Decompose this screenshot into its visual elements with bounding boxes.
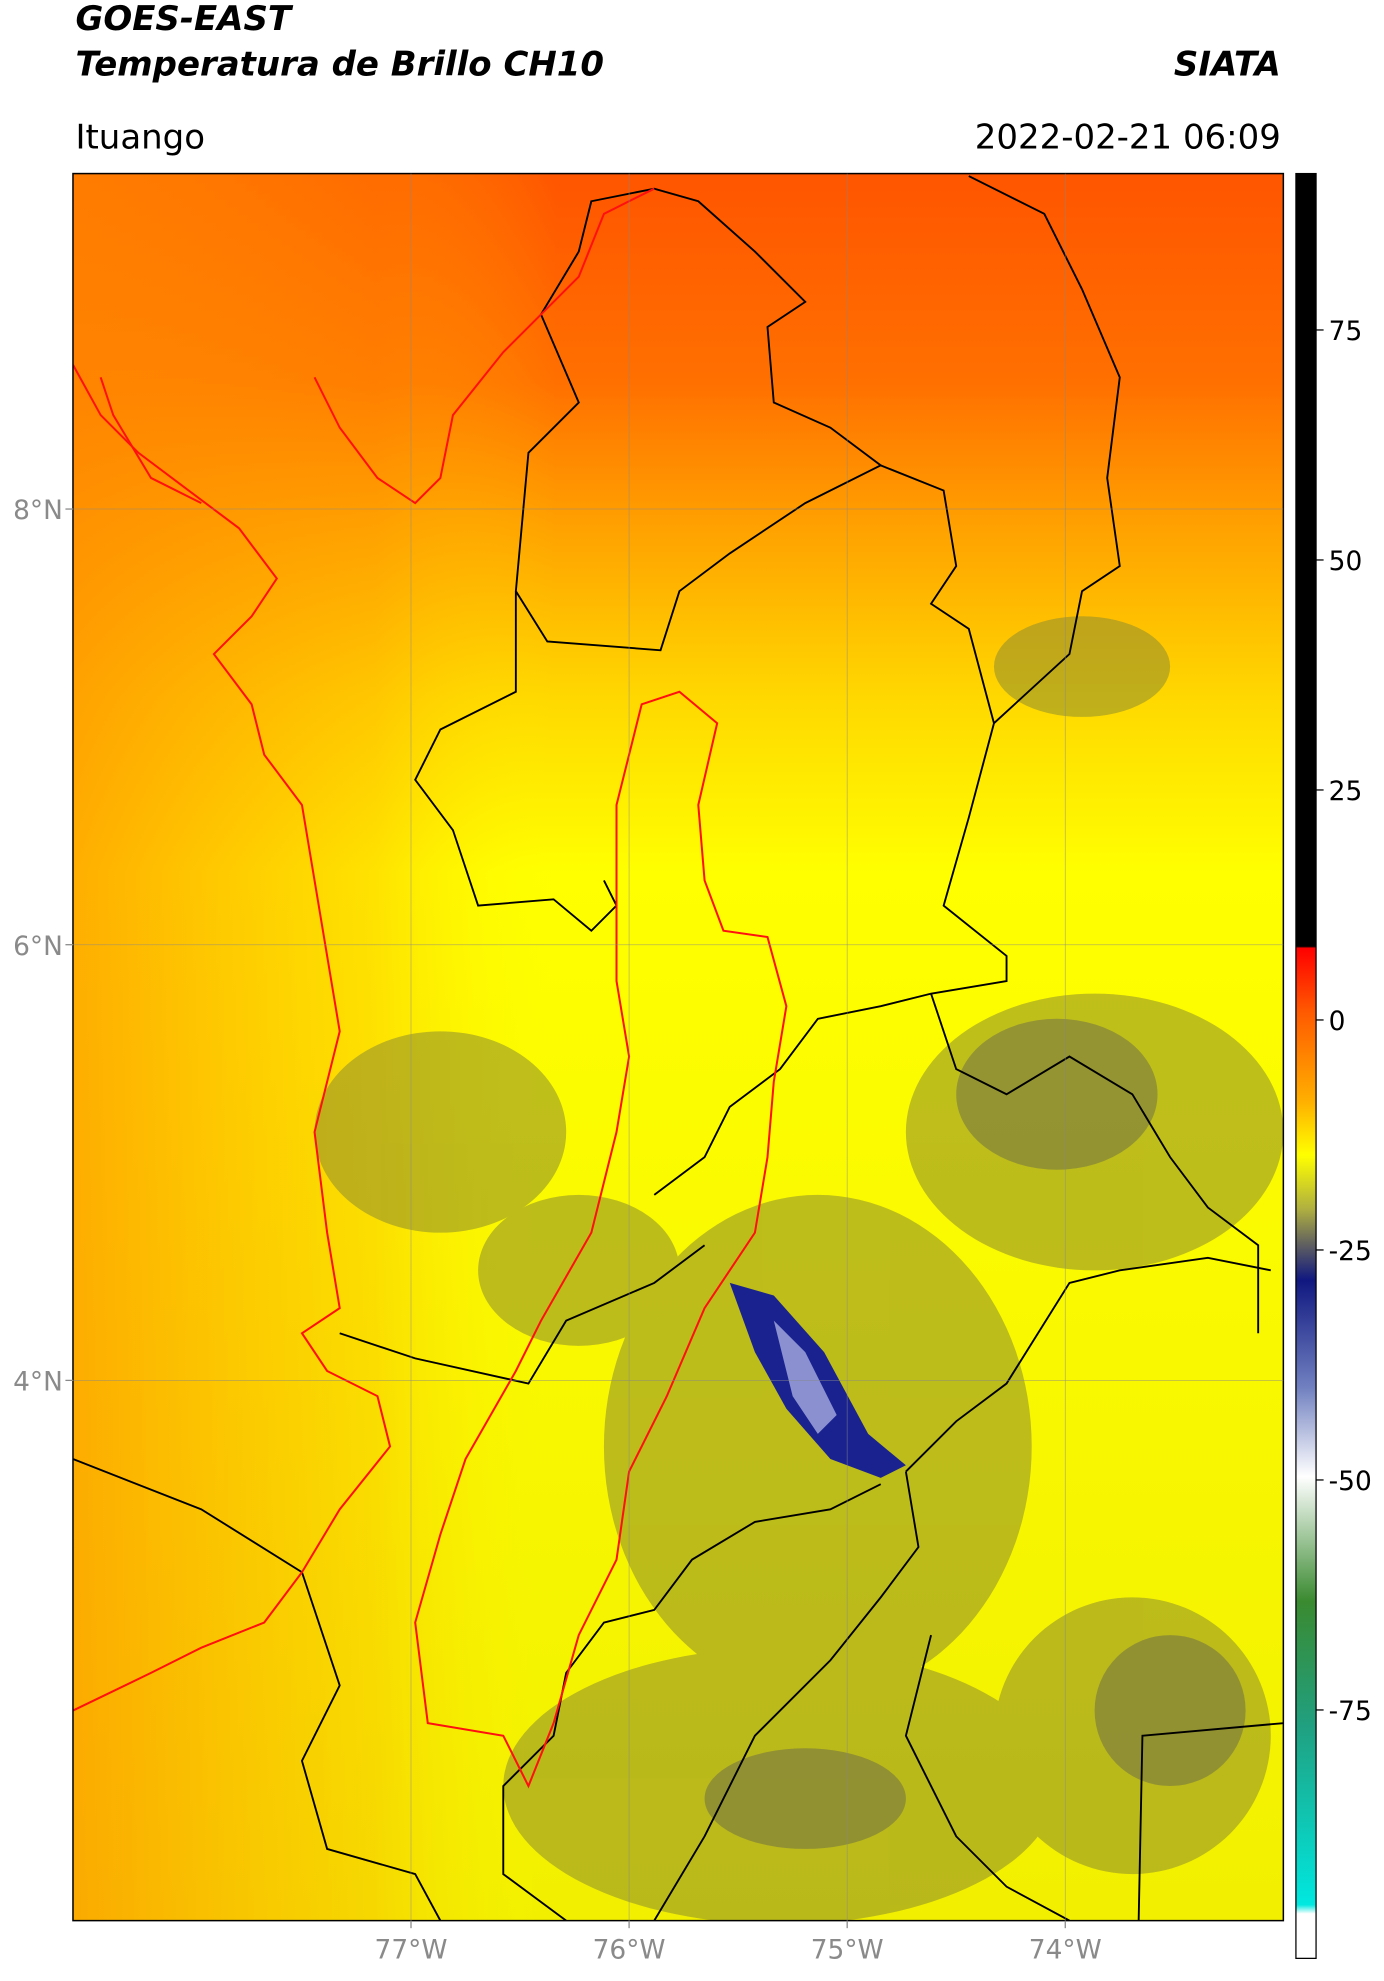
x-tick-label: 77°W <box>375 1934 448 1965</box>
colorbar-label: -75 <box>1329 1696 1372 1727</box>
map-imagery <box>72 173 1284 1921</box>
colorbar-label: 0 <box>1329 1006 1346 1037</box>
datetime: 2022-02-21 06:09 <box>975 117 1281 157</box>
map-frame <box>72 172 1285 1922</box>
x-tick-label: 74°W <box>1029 1934 1102 1965</box>
colorbar-label: -25 <box>1329 1236 1372 1267</box>
x-tick-label: 75°W <box>811 1934 884 1965</box>
colorbar-label: 50 <box>1329 546 1363 577</box>
region: Ituango <box>75 117 205 157</box>
colorbar <box>1295 172 1317 1959</box>
source: SIATA <box>1174 44 1281 84</box>
x-tick-label: 76°W <box>593 1934 666 1965</box>
y-tick-label: 6°N <box>13 931 63 962</box>
colorbar-label: 75 <box>1329 316 1363 347</box>
subtitle: Temperatura de Brillo CH10 <box>75 44 604 84</box>
colorbar-label: 25 <box>1329 776 1363 807</box>
colorbar-label: -50 <box>1329 1466 1372 1497</box>
y-tick-label: 4°N <box>13 1366 63 1397</box>
title: GOES-EAST <box>75 0 293 39</box>
y-tick-label: 8°N <box>13 495 63 526</box>
